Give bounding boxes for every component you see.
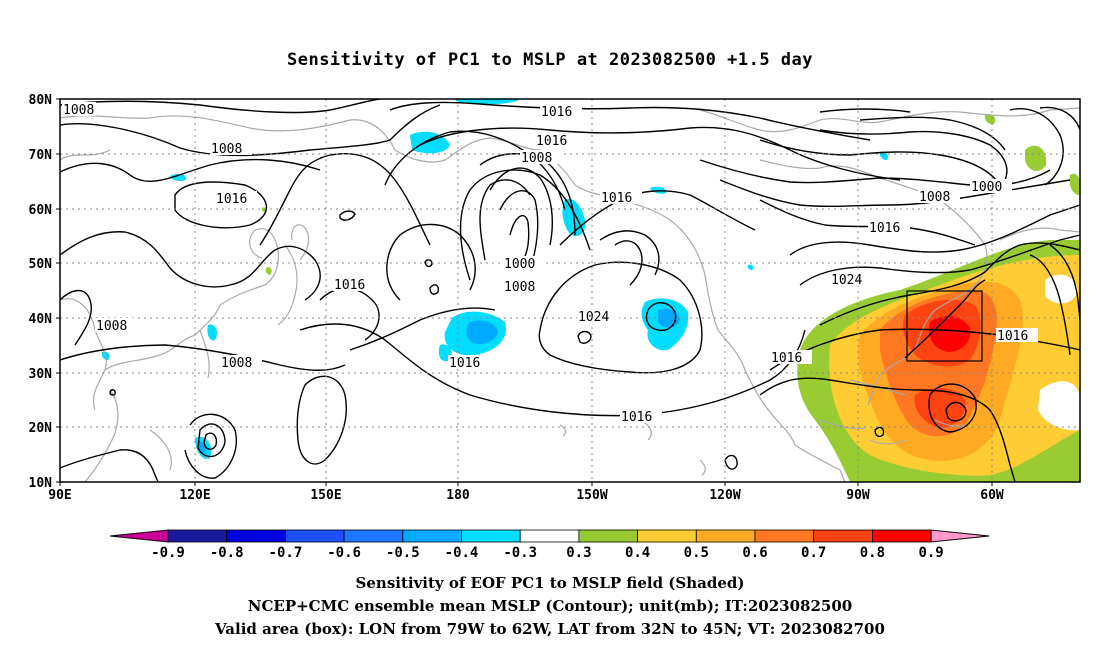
lat-label: 20N xyxy=(29,421,53,436)
colorbar-label: -0.6 xyxy=(327,545,361,561)
colorbar-label: -0.8 xyxy=(210,545,244,561)
contour-label: 1016 xyxy=(997,329,1028,344)
contour-label: 1008 xyxy=(919,190,950,205)
contour-label: 1016 xyxy=(216,192,247,207)
lat-label: 30N xyxy=(29,367,53,382)
plot-frame xyxy=(59,98,1081,483)
lon-label: 180 xyxy=(446,488,470,503)
contour-label: 1024 xyxy=(831,273,862,288)
lon-label: 150E xyxy=(310,488,341,503)
colorbar: -0.9 -0.8 -0.7 -0.6 -0.5 -0.4 -0.3 0.3 0.4 0.5 0.6… xyxy=(109,529,990,561)
footer-line-2: NCEP+CMC ensemble mean MSLP (Contour); u… xyxy=(247,597,853,615)
valid-area-box xyxy=(906,290,983,362)
footer-line-1: Sensitivity of EOF PC1 to MSLP field (Sh… xyxy=(355,574,745,592)
colorbar-segment xyxy=(637,529,697,543)
colorbar-label: -0.9 xyxy=(151,545,185,561)
latitude-labels: 80N 70N 60N 50N 40N 30N 20N 10N xyxy=(29,93,53,491)
colorbar-label: -0.3 xyxy=(503,545,537,561)
contour-label: 1008 xyxy=(221,356,252,371)
colorbar-left-tip xyxy=(109,529,169,543)
lat-label: 50N xyxy=(29,257,53,272)
colorbar-segment xyxy=(461,529,521,543)
lat-label: 70N xyxy=(29,148,53,163)
colorbar-segment xyxy=(226,529,286,543)
contour-label: 1024 xyxy=(578,310,609,325)
lon-label: 90E xyxy=(48,488,71,503)
lat-label: 60N xyxy=(29,203,53,218)
pressure-contours xyxy=(60,99,1080,482)
colorbar-segment xyxy=(872,529,932,543)
contour-label: 1016 xyxy=(334,278,365,293)
contour-label: 1008 xyxy=(96,319,127,334)
contour-label: 1008 xyxy=(63,103,94,118)
colorbar-segment xyxy=(167,529,228,543)
colorbar-segment xyxy=(343,529,404,543)
colorbar-right-tip xyxy=(930,529,990,543)
colorbar-label: 0.4 xyxy=(625,545,650,561)
lon-label: 120W xyxy=(709,488,740,503)
contour-label: 1008 xyxy=(211,142,242,157)
footer-line-3: Valid area (box): LON from 79W to 62W, L… xyxy=(215,620,885,638)
colorbar-label: 0.7 xyxy=(801,545,826,561)
colorbar-label: -0.7 xyxy=(269,545,303,561)
contour-label: 1000 xyxy=(504,257,535,272)
contour-label: 1016 xyxy=(541,105,572,120)
colorbar-segment xyxy=(754,529,815,543)
lon-label: 60W xyxy=(980,488,1004,503)
contour-label: 1016 xyxy=(869,221,900,236)
lat-label: 80N xyxy=(29,93,53,108)
contour-label: 1016 xyxy=(601,191,632,206)
colorbar-segment xyxy=(813,529,873,543)
lon-label: 90W xyxy=(846,488,870,503)
colorbar-label: -0.5 xyxy=(386,545,420,561)
lat-lon-grid xyxy=(60,99,1080,482)
page-title: Sensitivity of PC1 to MSLP at 2023082500… xyxy=(286,50,813,70)
contour-label: 1016 xyxy=(621,410,652,425)
contour-label: 1000 xyxy=(971,180,1002,195)
colorbar-segment xyxy=(284,529,345,543)
lat-label: 40N xyxy=(29,312,53,327)
colorbar-segment xyxy=(695,529,756,543)
colorbar-label: 0.5 xyxy=(684,545,709,561)
colorbar-segment xyxy=(402,529,462,543)
contour-label: 1016 xyxy=(449,356,480,371)
longitude-labels: 90E 120E 150E 180 150W 120W 90W 60W xyxy=(48,488,1004,503)
lon-label: 150W xyxy=(576,488,607,503)
contour-label: 1016 xyxy=(771,351,802,366)
lat-label: 10N xyxy=(29,476,53,491)
colorbar-label: -0.4 xyxy=(445,545,479,561)
contour-label: 1008 xyxy=(521,151,552,166)
colorbar-segment xyxy=(578,529,639,543)
colorbar-label: 0.8 xyxy=(860,545,885,561)
lon-label: 120E xyxy=(179,488,210,503)
contour-label: 1008 xyxy=(504,280,535,295)
shaded-sensitivity xyxy=(101,99,1080,482)
contour-label-group: 1008 1008 1016 1016 1008 1008 1016 1016 … xyxy=(62,102,1038,425)
colorbar-label: 0.9 xyxy=(918,545,943,561)
colorbar-label: 0.3 xyxy=(566,545,591,561)
contour-label: 1016 xyxy=(536,134,567,149)
colorbar-segment xyxy=(519,529,580,543)
colorbar-label: 0.6 xyxy=(742,545,767,561)
